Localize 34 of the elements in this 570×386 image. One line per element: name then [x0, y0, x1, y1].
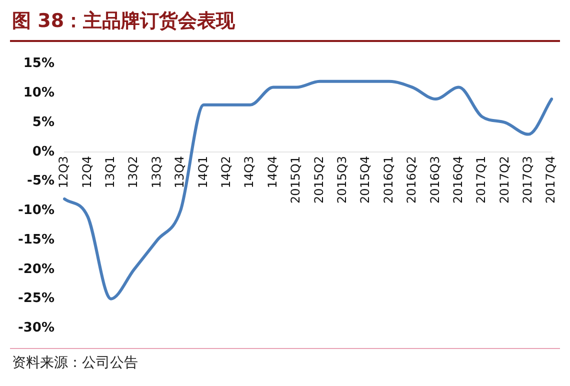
- x-tick-label: 14Q1: [196, 156, 210, 188]
- x-tick-label: 2017Q4: [544, 156, 558, 204]
- x-tick-label: 13Q3: [149, 156, 164, 188]
- x-tick-label: 2015Q3: [334, 156, 349, 204]
- x-tick-label: 2016Q4: [450, 156, 465, 204]
- y-tick-label: -30%: [18, 320, 55, 336]
- x-tick-label: 13Q4: [172, 156, 187, 188]
- x-tick-label: 2015Q4: [358, 156, 372, 204]
- y-tick-label: -10%: [18, 203, 55, 218]
- x-tick-label: 2017Q3: [520, 156, 535, 204]
- y-tick-label: 0%: [32, 144, 55, 160]
- y-tick-label: 15%: [23, 56, 55, 72]
- x-tick-label: 2017Q1: [474, 156, 488, 204]
- y-tick-label: -15%: [18, 232, 55, 248]
- x-tick-label: 2016Q1: [381, 156, 396, 204]
- y-tick-label: 5%: [32, 114, 55, 130]
- x-tick-label: 2016Q2: [404, 156, 419, 204]
- x-tick-label: 2015Q1: [288, 156, 303, 204]
- x-tick-label: 14Q4: [265, 156, 280, 188]
- y-tick-label: 10%: [23, 86, 55, 101]
- x-tick-label: 12Q3: [56, 156, 71, 188]
- y-tick-label: -20%: [18, 262, 55, 277]
- x-tick-label: 13Q1: [103, 156, 118, 188]
- text: 资料来源：公司公告: [12, 354, 138, 372]
- chart-title: 图 38：主品牌订货会表现: [12, 9, 236, 34]
- x-tick-label: 12Q4: [80, 156, 94, 188]
- x-tick-label: 14Q2: [219, 156, 233, 188]
- y-tick-label: -25%: [18, 291, 55, 306]
- x-tick-label: 2015Q2: [312, 156, 326, 204]
- x-tick-label: 2016Q3: [428, 156, 442, 204]
- y-tick-label: -5%: [27, 174, 55, 189]
- x-tick-label: 13Q2: [126, 156, 140, 188]
- x-tick-label: 14Q3: [242, 156, 256, 188]
- x-tick-label: 2017Q2: [497, 156, 512, 204]
